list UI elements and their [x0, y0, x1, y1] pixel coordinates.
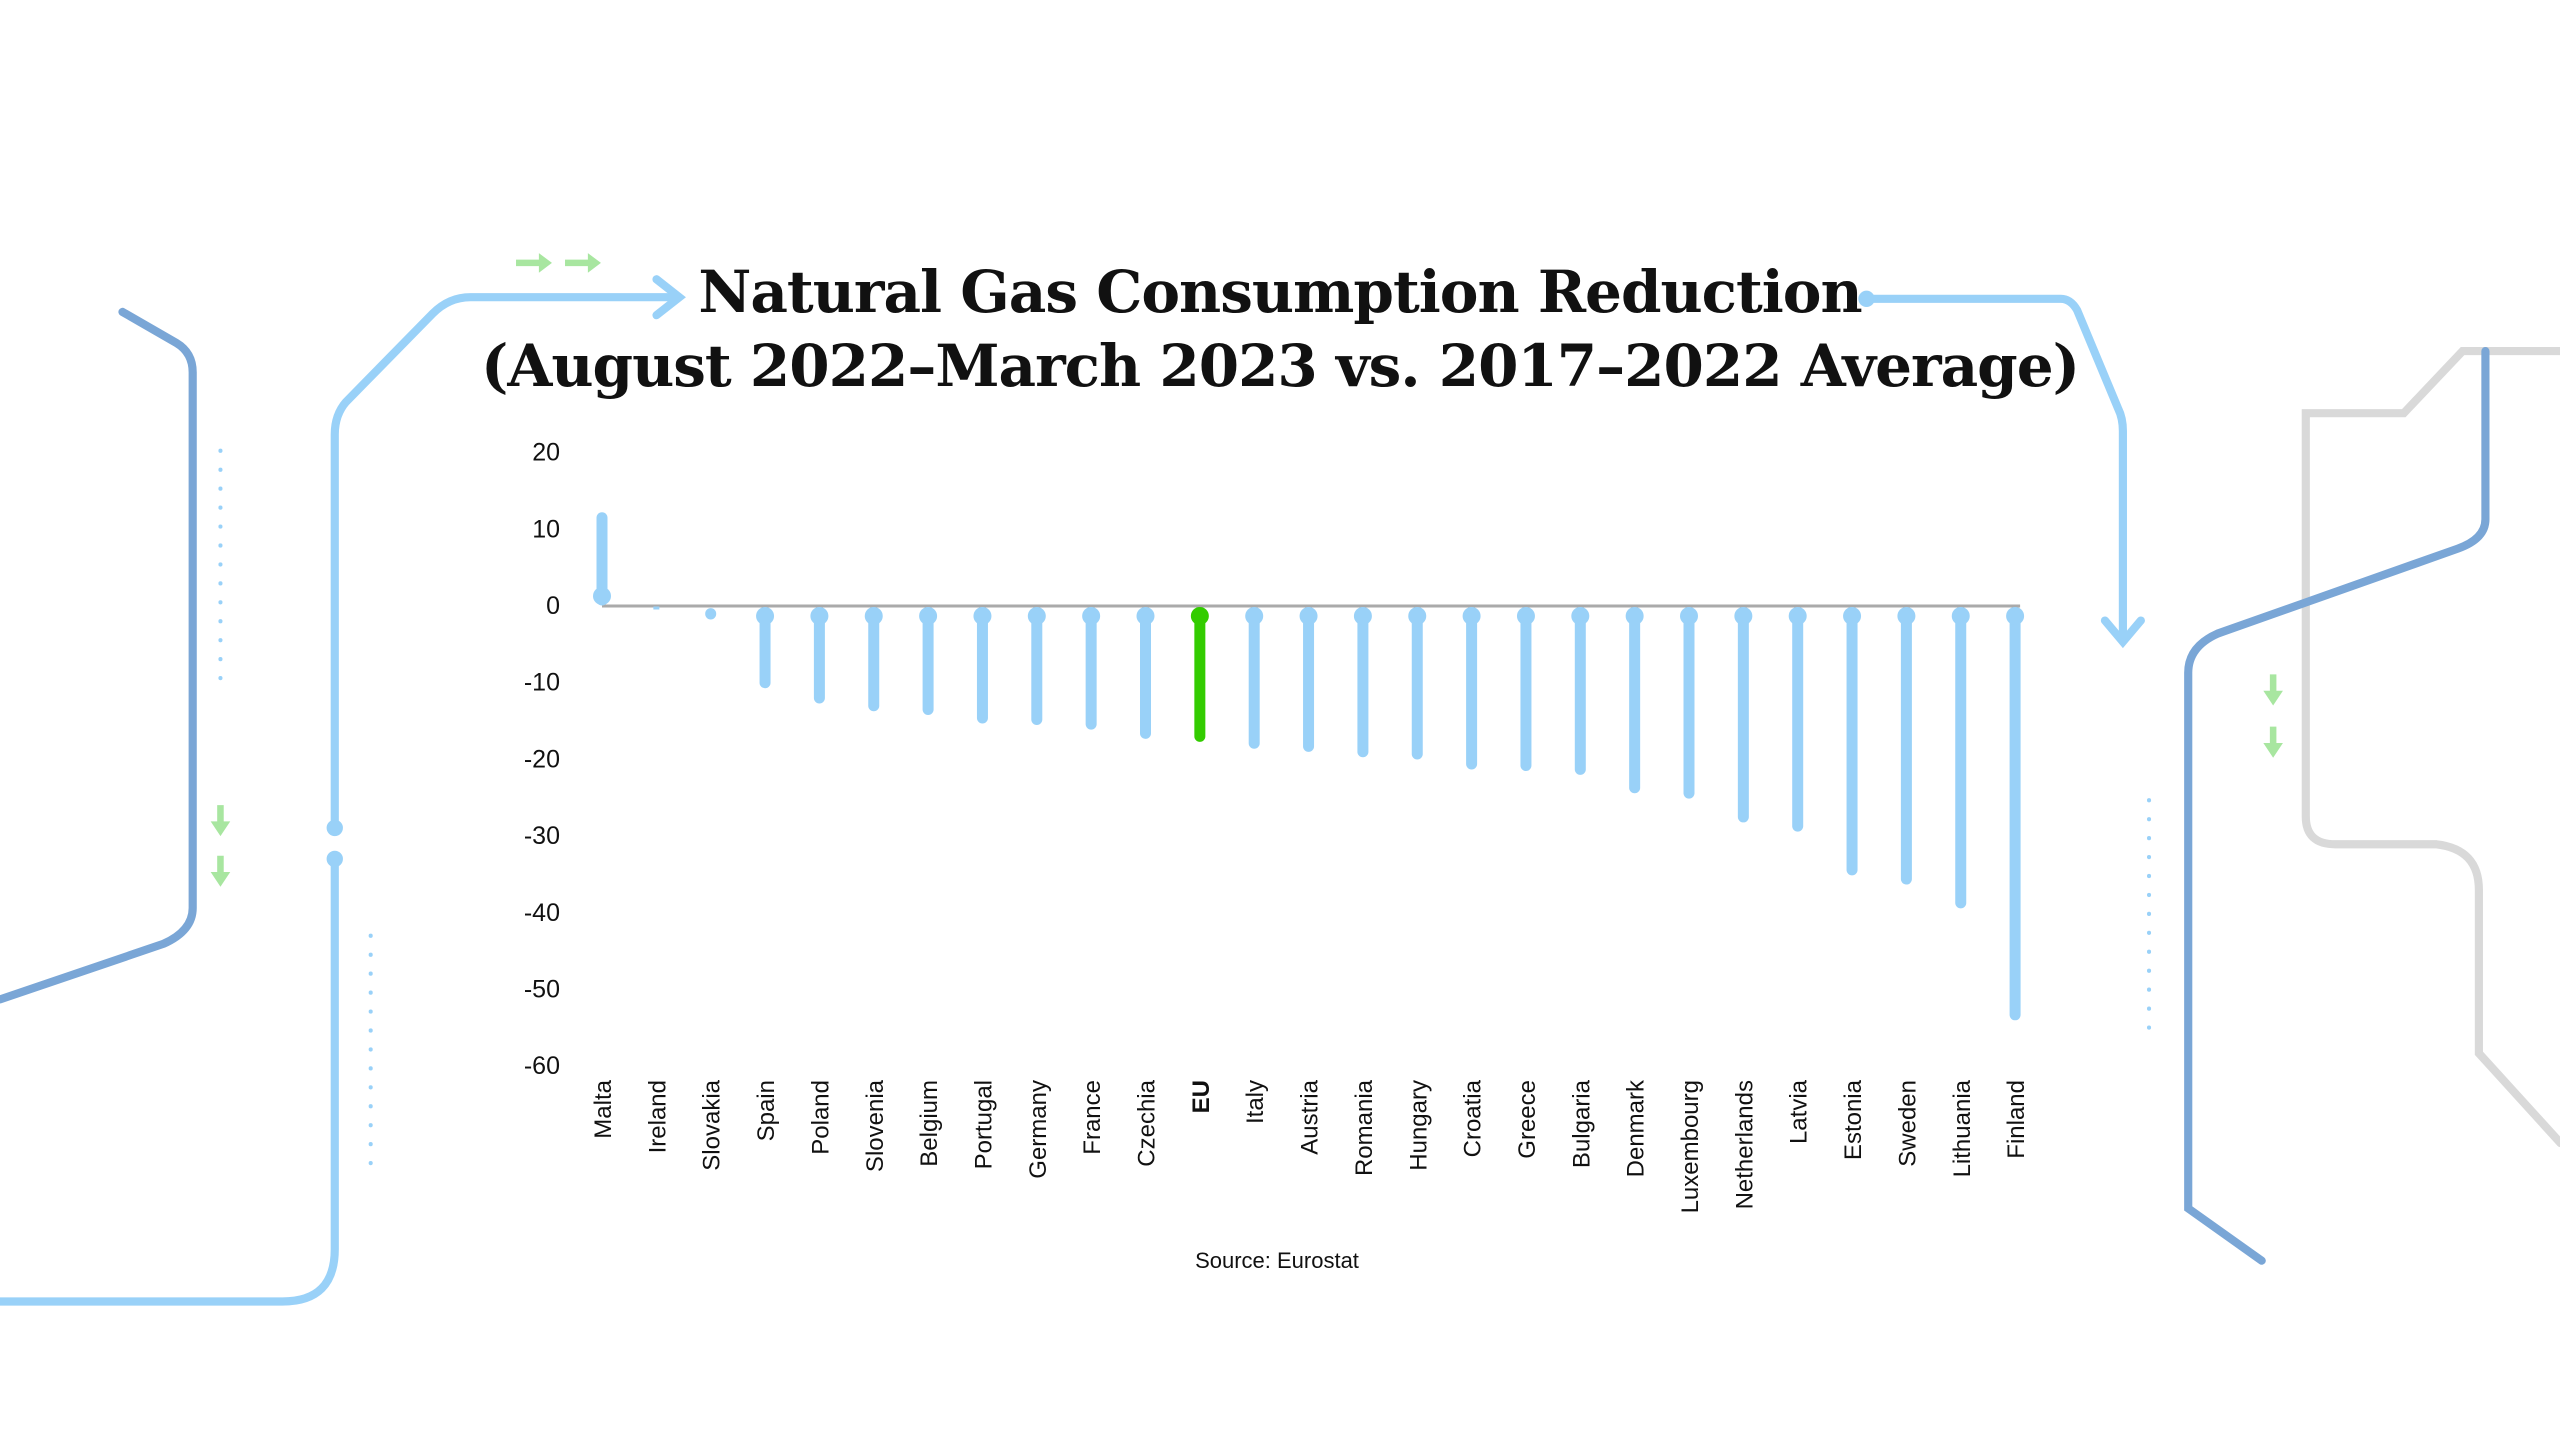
- bar-dot-austria: [1299, 607, 1318, 625]
- x-tick-label: Italy: [1242, 1080, 1269, 1124]
- x-tick-label: Germany: [1025, 1080, 1052, 1179]
- x-tick-label: Estonia: [1840, 1079, 1867, 1160]
- x-tick-label: Greece: [1514, 1080, 1541, 1159]
- bar-dot-denmark: [1625, 607, 1644, 625]
- deco-line-right-dark: [2184, 347, 2490, 1265]
- arrow-down-icon: [2263, 726, 2283, 758]
- bar-dot-romania: [1353, 607, 1372, 625]
- x-tick-label: Poland: [807, 1080, 834, 1155]
- bar-dot-germany: [1027, 607, 1046, 625]
- bar-dot-finland: [2006, 607, 2025, 625]
- arrow-down-icon: [210, 855, 231, 887]
- deco-line-left-bottom: [0, 854, 339, 1306]
- bar-dot-latvia: [1788, 607, 1807, 625]
- bar-dot-croatia: [1462, 607, 1481, 625]
- bar-dot-netherlands: [1734, 607, 1753, 625]
- y-tick-label: -50: [524, 976, 560, 1004]
- deco-line-left-light: [330, 293, 677, 833]
- x-tick-label: Sweden: [1894, 1080, 1921, 1167]
- bar-dot-portugal: [973, 607, 992, 625]
- chart-title: Natural Gas Consumption Reduction: [698, 258, 1862, 326]
- y-tick-label: -30: [524, 822, 560, 850]
- bar-dot-poland: [810, 607, 829, 625]
- lollipop-chart: 20 10 0 -10 -20 -30 -40 -50 -60 Malta Ireland Slova…: [524, 439, 2030, 1214]
- bar-dot-france: [1082, 607, 1101, 625]
- deco-arrow-icons: [210, 253, 2283, 887]
- bar-dot-belgium: [919, 607, 938, 625]
- decorative-pipes: [0, 253, 2560, 1306]
- x-tick-label: Ireland: [644, 1080, 671, 1153]
- x-tick-label: Netherlands: [1731, 1080, 1758, 1209]
- x-tick-label: Bulgaria: [1568, 1079, 1595, 1168]
- bar-dot-sweden: [1897, 607, 1916, 625]
- bar-dot-luxembourg: [1680, 607, 1698, 625]
- x-tick-label: Portugal: [970, 1080, 997, 1169]
- y-tick-label: -40: [524, 899, 560, 927]
- bar-dot-bulgaria: [1571, 607, 1590, 625]
- x-tick-label: EU: [1188, 1080, 1215, 1113]
- x-tick-label: Romania: [1351, 1079, 1378, 1176]
- x-tick-label: Denmark: [1623, 1079, 1650, 1177]
- deco-line-right-gray: [2301, 347, 2560, 1148]
- y-tick-label: -10: [524, 669, 560, 697]
- source-note: Source: Eurostat: [1195, 1248, 1359, 1273]
- bar-dot-eu: [1190, 607, 1209, 625]
- y-tick-label: 0: [546, 592, 560, 620]
- x-tick-label: Slovakia: [699, 1079, 726, 1170]
- chart-subtitle: (August 2022–March 2023 vs. 2017–2022 Av…: [480, 332, 2080, 400]
- x-tick-label: Hungary: [1405, 1080, 1432, 1171]
- deco-arrowhead-top: [652, 275, 686, 320]
- deco-dotted-lines: [218, 448, 2152, 1167]
- x-tick-label: Czechia: [1134, 1079, 1161, 1166]
- y-tick-label: -20: [524, 745, 560, 773]
- x-tick-label: Austria: [1297, 1079, 1324, 1154]
- bar-dot-greece: [1516, 607, 1535, 625]
- bar-dot-estonia: [1843, 607, 1862, 625]
- x-tick-label: France: [1079, 1080, 1106, 1155]
- deco-arrowhead-right: [2100, 616, 2145, 649]
- deco-dot: [326, 819, 343, 837]
- x-tick-label: Latvia: [1786, 1079, 1813, 1144]
- x-tick-label: Spain: [753, 1080, 780, 1141]
- arrow-right-icon: [516, 253, 552, 273]
- arrow-down-icon: [210, 805, 231, 837]
- arrow-right-icon: [565, 253, 601, 273]
- x-tick-label: Malta: [590, 1079, 617, 1138]
- deco-line-left-dark: [0, 307, 197, 1004]
- bar-dot-malta: [593, 587, 611, 605]
- x-tick-label: Finland: [2003, 1080, 2030, 1159]
- bar-dot-spain: [756, 607, 775, 625]
- x-tick-label: Belgium: [916, 1080, 943, 1167]
- x-tick-label: Lithuania: [1949, 1079, 1976, 1177]
- bar-dot-italy: [1245, 607, 1264, 625]
- bar-dot-slovenia: [864, 607, 883, 625]
- bar-dot-hungary: [1408, 607, 1427, 625]
- y-tick-label: -60: [524, 1052, 560, 1080]
- y-tick-label: 20: [532, 439, 560, 467]
- bar-dot-lithuania: [1951, 607, 1970, 625]
- arrow-down-icon: [2263, 674, 2283, 706]
- x-tick-label: Slovenia: [862, 1079, 889, 1172]
- x-tick-label: Croatia: [1460, 1079, 1487, 1157]
- x-tick-label: Luxembourg: [1677, 1080, 1704, 1213]
- y-tick-label: 10: [532, 515, 560, 543]
- bar-dot-czechia: [1136, 607, 1155, 625]
- deco-line-right-light: [1862, 294, 2127, 641]
